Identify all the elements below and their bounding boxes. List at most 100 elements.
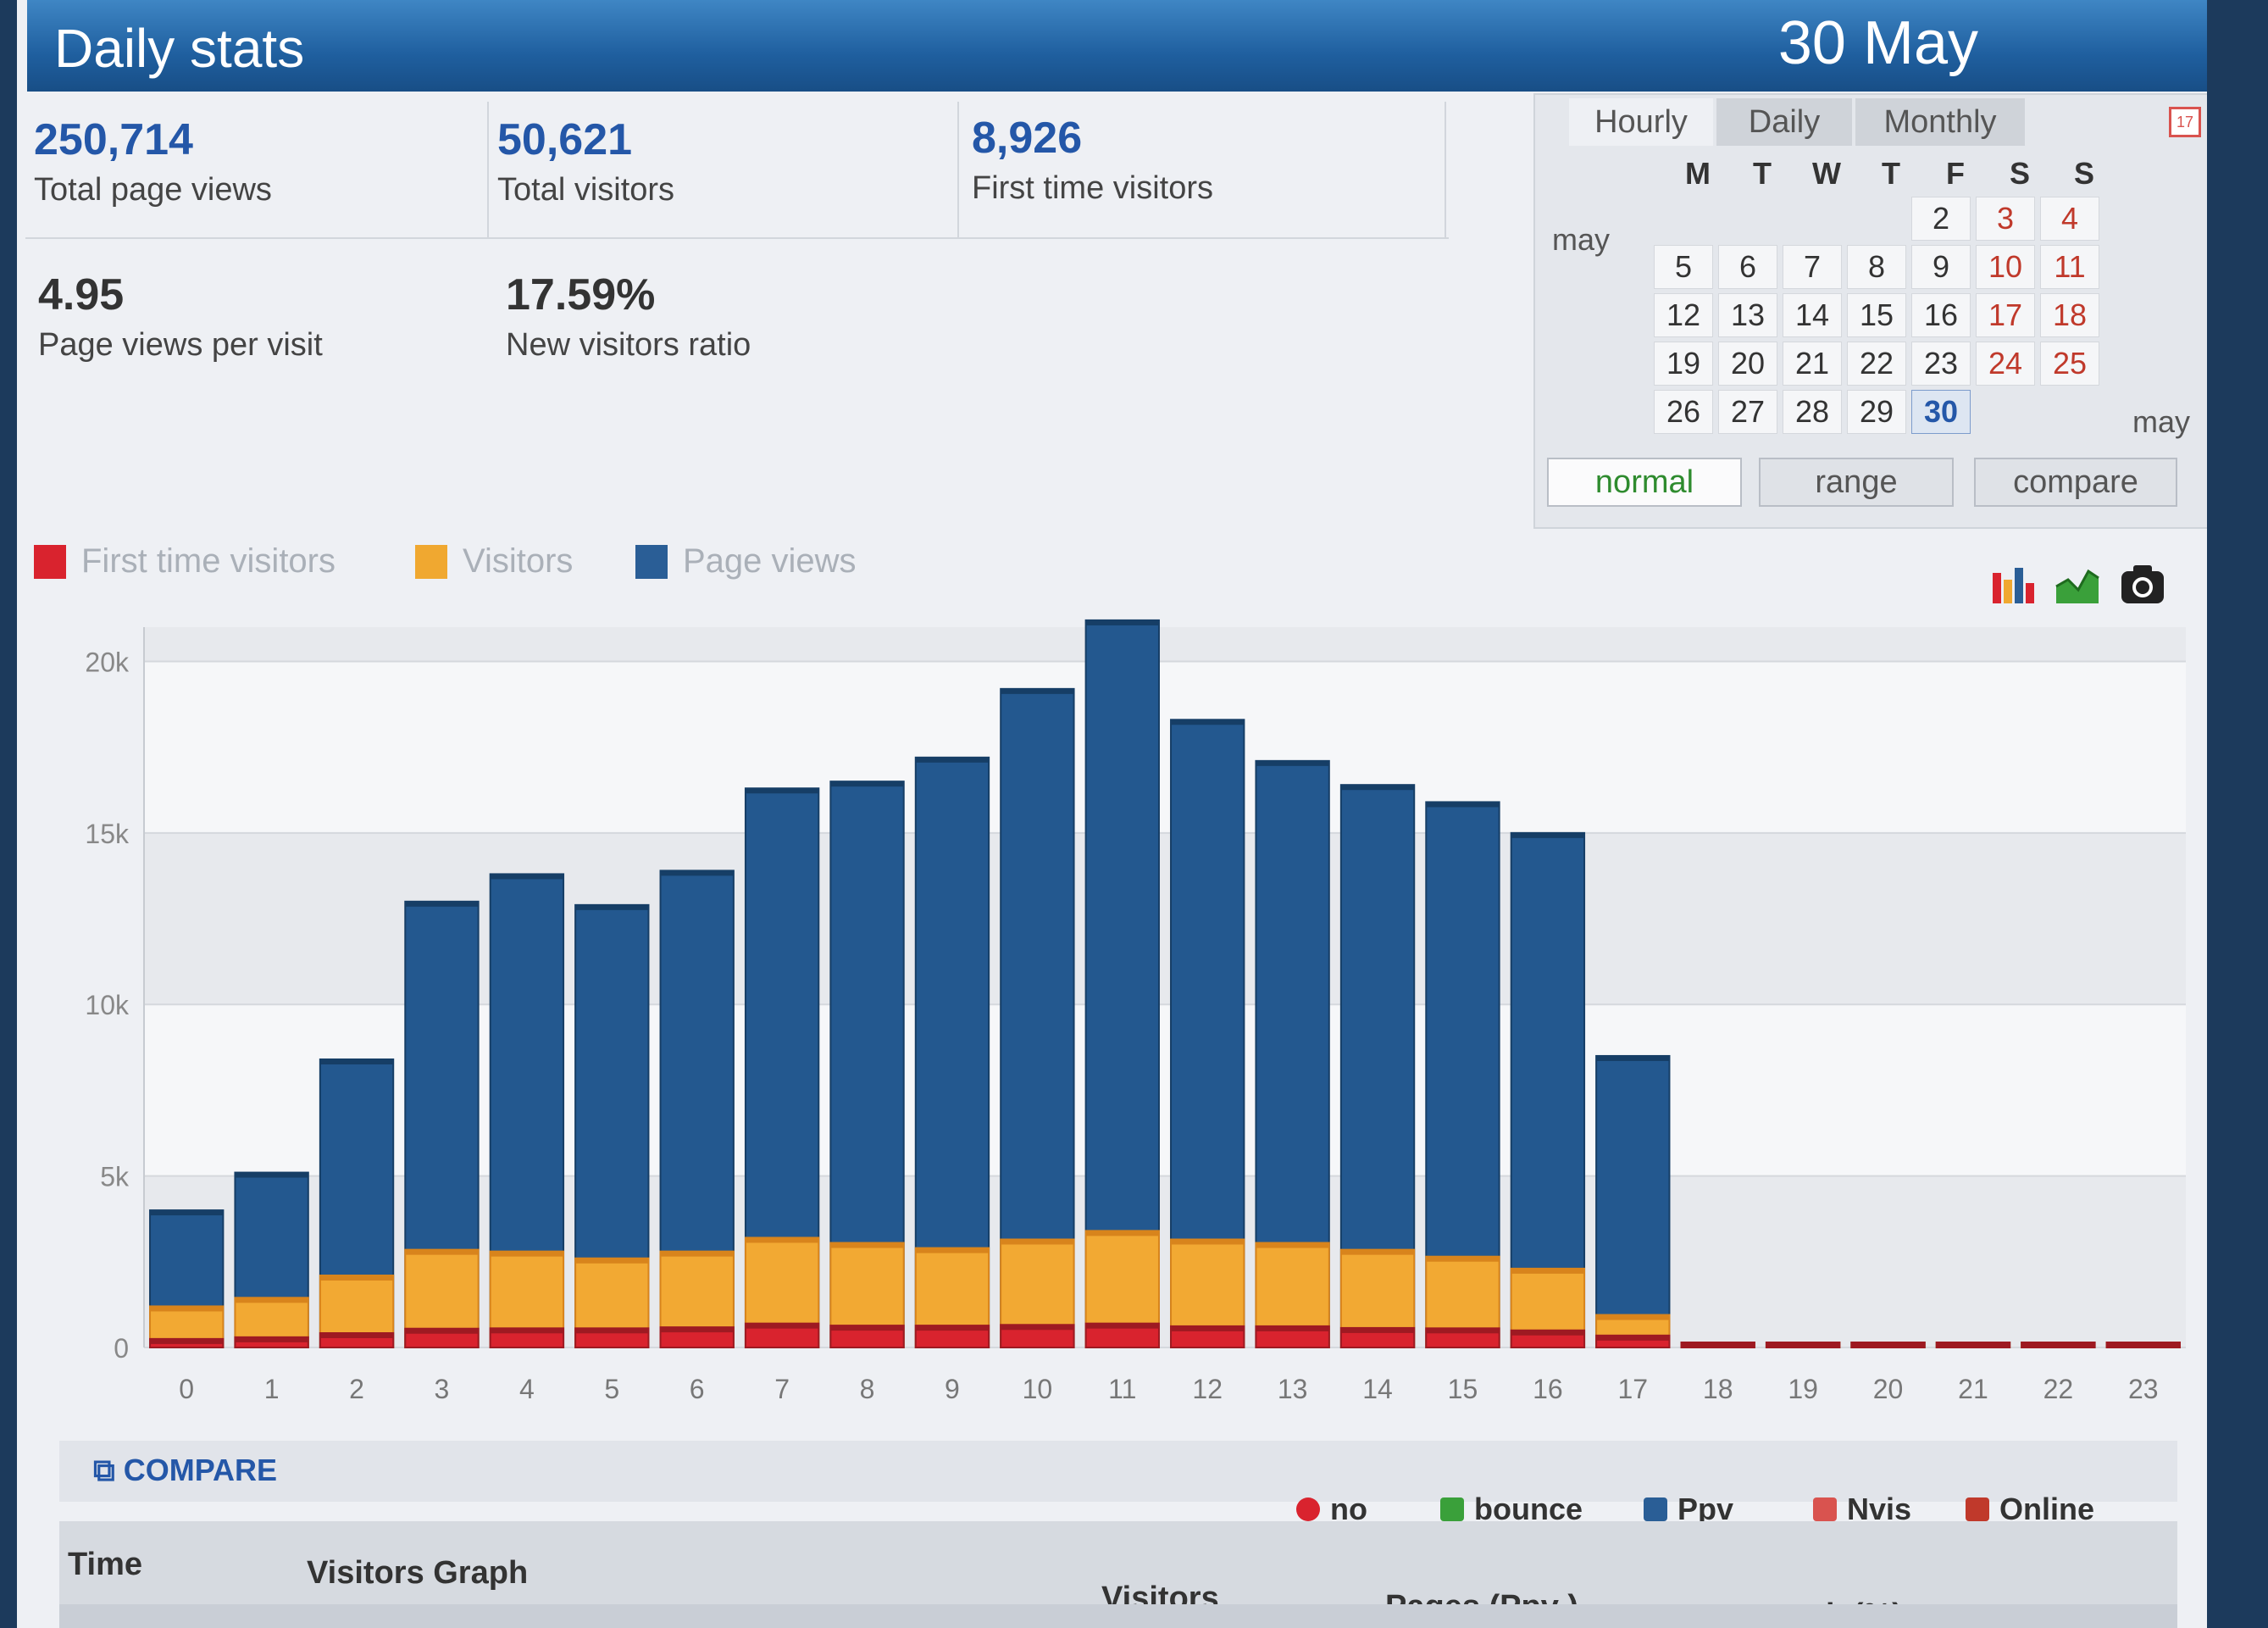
divider: [25, 237, 1449, 239]
x-tick-label: 17: [1617, 1374, 1648, 1404]
x-tick-label: 1: [264, 1374, 280, 1404]
day-header: F: [1946, 156, 1965, 191]
calendar-day[interactable]: 16: [1911, 293, 1971, 337]
x-tick-label: 16: [1533, 1374, 1563, 1404]
tab-monthly[interactable]: Monthly: [1855, 98, 2025, 146]
y-tick-label: 15k: [85, 819, 130, 849]
calendar-day[interactable]: 27: [1718, 390, 1777, 434]
calendar-day[interactable]: 24: [1976, 342, 2035, 386]
calendar-day[interactable]: 6: [1718, 245, 1777, 289]
mode-compare-button[interactable]: compare: [1974, 458, 2177, 507]
option-label: Online: [1999, 1492, 2095, 1526]
mode-normal-button[interactable]: normal: [1547, 458, 1742, 507]
table-header-underline: [59, 1604, 2177, 1628]
tab-daily[interactable]: Daily: [1716, 98, 1852, 146]
calendar-day[interactable]: 10: [1976, 245, 2035, 289]
calendar-day[interactable]: 25: [2040, 342, 2099, 386]
calendar-day[interactable]: 11: [2040, 245, 2099, 289]
bar-cap: [150, 1338, 224, 1344]
legend-page-views[interactable]: Page views: [635, 542, 857, 581]
calendar-day[interactable]: 7: [1783, 245, 1842, 289]
option-nvis[interactable]: Nvis: [1813, 1492, 1911, 1527]
divider: [1445, 102, 1446, 237]
option-no[interactable]: no: [1296, 1492, 1367, 1527]
bar-cap: [1256, 760, 1329, 766]
calendar-day[interactable]: 28: [1783, 390, 1842, 434]
calendar-day[interactable]: 23: [1911, 342, 1971, 386]
option-label: Ppv: [1677, 1492, 1734, 1526]
calendar-day[interactable]: 18: [2040, 293, 2099, 337]
page-title: Daily stats: [54, 18, 305, 79]
bar-cap: [915, 1325, 990, 1331]
bar-cap: [1171, 1239, 1245, 1245]
online-icon: [1966, 1497, 1989, 1521]
calendar-day[interactable]: 13: [1718, 293, 1777, 337]
bar-cap: [575, 1258, 649, 1264]
compare-bar: ⧉ COMPARE: [59, 1441, 2177, 1502]
stat-value: 250,714: [34, 115, 193, 164]
mode-range-button[interactable]: range: [1759, 458, 1954, 507]
calendar-day[interactable]: 8: [1847, 245, 1906, 289]
calendar-day[interactable]: 20: [1718, 342, 1777, 386]
x-tick-label: 20: [1873, 1374, 1904, 1404]
month-label-left: may: [1552, 222, 1611, 257]
ppv-icon: [1644, 1497, 1667, 1521]
legend-first-time-visitors[interactable]: First time visitors: [34, 542, 335, 581]
calendar-day[interactable]: 12: [1654, 293, 1713, 337]
option-ppv[interactable]: Ppv: [1644, 1492, 1733, 1527]
x-tick-label: 6: [690, 1374, 705, 1404]
calendar-day[interactable]: 3: [1976, 197, 2035, 241]
calendar-day[interactable]: 9: [1911, 245, 1971, 289]
calendar-day[interactable]: 29: [1847, 390, 1906, 434]
header-date: 30 May: [1777, 9, 1978, 77]
bar-page-views: [1084, 619, 1160, 1348]
calendar-day[interactable]: 14: [1783, 293, 1842, 337]
tab-hourly[interactable]: Hourly: [1569, 98, 1713, 146]
x-tick-label: 21: [1958, 1374, 1988, 1404]
compare-button[interactable]: ⧉ COMPARE: [93, 1453, 277, 1489]
day-header: W: [1812, 156, 1841, 191]
column-visitors-graph[interactable]: Visitors Graph: [307, 1555, 529, 1591]
bar-page-views: [1595, 1054, 1671, 1348]
bar-cap: [319, 1275, 394, 1281]
calendar-day[interactable]: 15: [1847, 293, 1906, 337]
option-bounce[interactable]: bounce: [1440, 1492, 1583, 1527]
calendar-day[interactable]: 22: [1847, 342, 1906, 386]
x-tick-label: 14: [1362, 1374, 1393, 1404]
calendar-day[interactable]: 26: [1654, 390, 1713, 434]
x-tick-label: 0: [179, 1374, 194, 1404]
x-tick-label: 4: [519, 1374, 535, 1404]
calendar-day[interactable]: 5: [1654, 245, 1713, 289]
bar-cap: [830, 1242, 904, 1248]
calendar-day[interactable]: 19: [1654, 342, 1713, 386]
bar-cap: [575, 904, 649, 910]
column-time[interactable]: Time: [68, 1547, 143, 1582]
legend-visitors[interactable]: Visitors: [415, 542, 573, 581]
chart-x-ticks: 0 1 2 3 4 5 6 7 8 9 10 11 12 13 14 15 16 17 18 19 20 21 22 23: [179, 1374, 2158, 1404]
bar-cap: [1851, 1342, 1925, 1347]
bar-cap: [1426, 1256, 1500, 1262]
bar-cap: [660, 870, 734, 876]
bar-cap: [1511, 1268, 1585, 1274]
bar-cap: [235, 1172, 308, 1178]
bar-cap: [1426, 802, 1500, 808]
bar-cap: [405, 901, 479, 907]
bar-cap: [1001, 1325, 1074, 1331]
bar-cap: [1596, 1314, 1670, 1320]
divider: [487, 102, 489, 237]
calendar-day[interactable]: 30: [1911, 390, 1971, 434]
calendar-day[interactable]: 17: [1976, 293, 2035, 337]
option-online[interactable]: Online: [1966, 1492, 2094, 1527]
calendar-day[interactable]: 2: [1911, 197, 1971, 241]
calendar-day[interactable]: 21: [1783, 342, 1842, 386]
calendar-icon[interactable]: 17: [2169, 107, 2201, 137]
bar-cap: [2021, 1342, 2095, 1347]
bar-chart-icon[interactable]: [1991, 561, 2037, 607]
bar-page-views: [1000, 687, 1075, 1348]
area-chart-icon[interactable]: [2055, 561, 2100, 607]
chart-gridlines: [143, 627, 2186, 1348]
camera-icon[interactable]: [2120, 561, 2165, 607]
chart-plot-area: [144, 627, 2186, 1347]
calendar-day[interactable]: 4: [2040, 197, 2099, 241]
